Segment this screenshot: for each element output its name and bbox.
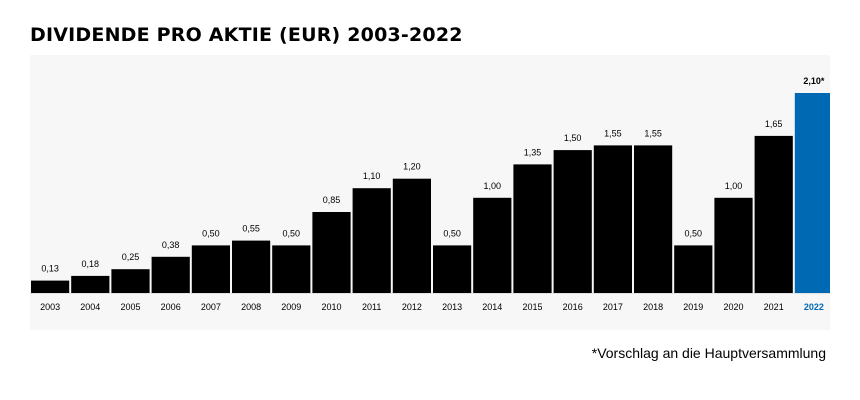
bar-2014	[473, 197, 512, 293]
x-tick-label-2006: 2006	[161, 302, 181, 312]
value-label-2003: 0,13	[41, 264, 59, 274]
bar-2022	[794, 93, 830, 293]
value-label-2009: 0,50	[283, 228, 301, 238]
x-tick-label-2012: 2012	[402, 302, 422, 312]
bar-2019	[674, 245, 713, 293]
bar-2003	[31, 280, 70, 293]
value-label-2013: 0,50	[443, 228, 461, 238]
bar-2004	[71, 275, 110, 293]
bar-2008	[232, 240, 271, 293]
bar-2017	[593, 145, 632, 293]
value-label-2007: 0,50	[202, 228, 220, 238]
bar-2006	[151, 256, 190, 293]
value-label-2004: 0,18	[82, 259, 100, 269]
value-label-2005: 0,25	[122, 252, 140, 262]
bar-2010	[312, 212, 351, 293]
x-tick-label-2013: 2013	[442, 302, 462, 312]
bar-2005	[111, 269, 150, 293]
bar-2018	[634, 145, 673, 293]
bar-2013	[433, 245, 472, 293]
value-label-2006: 0,38	[162, 240, 180, 250]
x-tick-label-2004: 2004	[80, 302, 100, 312]
value-label-2010: 0,85	[323, 195, 341, 205]
value-label-2012: 1,20	[403, 162, 421, 172]
x-tick-label-2009: 2009	[281, 302, 301, 312]
value-label-2022: 2,10*	[803, 76, 825, 86]
value-label-2019: 0,50	[685, 228, 703, 238]
value-label-2015: 1,35	[524, 147, 542, 157]
bar-2016	[553, 150, 592, 293]
chart-area: 0,13 2003 0,18 2004 0,25 2005 0,38 2006 0,50 2007…	[30, 55, 830, 330]
bar-2021	[754, 135, 793, 293]
bar-2009	[272, 245, 311, 293]
bar-chart: 0,13 2003 0,18 2004 0,25 2005 0,38 2006 0,50 2007…	[30, 76, 830, 312]
bar-2012	[392, 178, 431, 293]
x-tick-label-2005: 2005	[120, 302, 140, 312]
x-tick-label-2011: 2011	[362, 302, 381, 312]
x-tick-label-2022: 2022	[804, 302, 824, 312]
value-label-2017: 1,55	[604, 128, 622, 138]
bar-2015	[513, 164, 552, 293]
x-tick-label-2015: 2015	[522, 302, 542, 312]
x-tick-label-2010: 2010	[321, 302, 341, 312]
value-label-2014: 1,00	[484, 181, 502, 191]
x-tick-label-2008: 2008	[241, 302, 261, 312]
footnote: *Vorschlag an die Hauptversammlung	[591, 345, 826, 361]
bar-2007	[191, 245, 230, 293]
x-tick-label-2020: 2020	[723, 302, 743, 312]
value-label-2018: 1,55	[644, 128, 662, 138]
value-label-2021: 1,65	[765, 119, 783, 129]
value-label-2020: 1,00	[725, 181, 743, 191]
x-tick-label-2017: 2017	[603, 302, 623, 312]
x-tick-label-2019: 2019	[683, 302, 703, 312]
x-tick-label-2014: 2014	[482, 302, 502, 312]
value-label-2008: 0,55	[242, 224, 260, 234]
x-tick-label-2021: 2021	[764, 302, 784, 312]
x-tick-label-2003: 2003	[40, 302, 60, 312]
bar-2020	[714, 197, 753, 293]
bar-2011	[352, 188, 391, 293]
x-tick-label-2016: 2016	[563, 302, 583, 312]
x-tick-label-2018: 2018	[643, 302, 663, 312]
value-label-2016: 1,50	[564, 133, 582, 143]
x-tick-label-2007: 2007	[201, 302, 221, 312]
value-label-2011: 1,10	[363, 171, 381, 181]
chart-title: DIVIDENDE PRO AKTIE (EUR) 2003-2022	[30, 24, 463, 46]
